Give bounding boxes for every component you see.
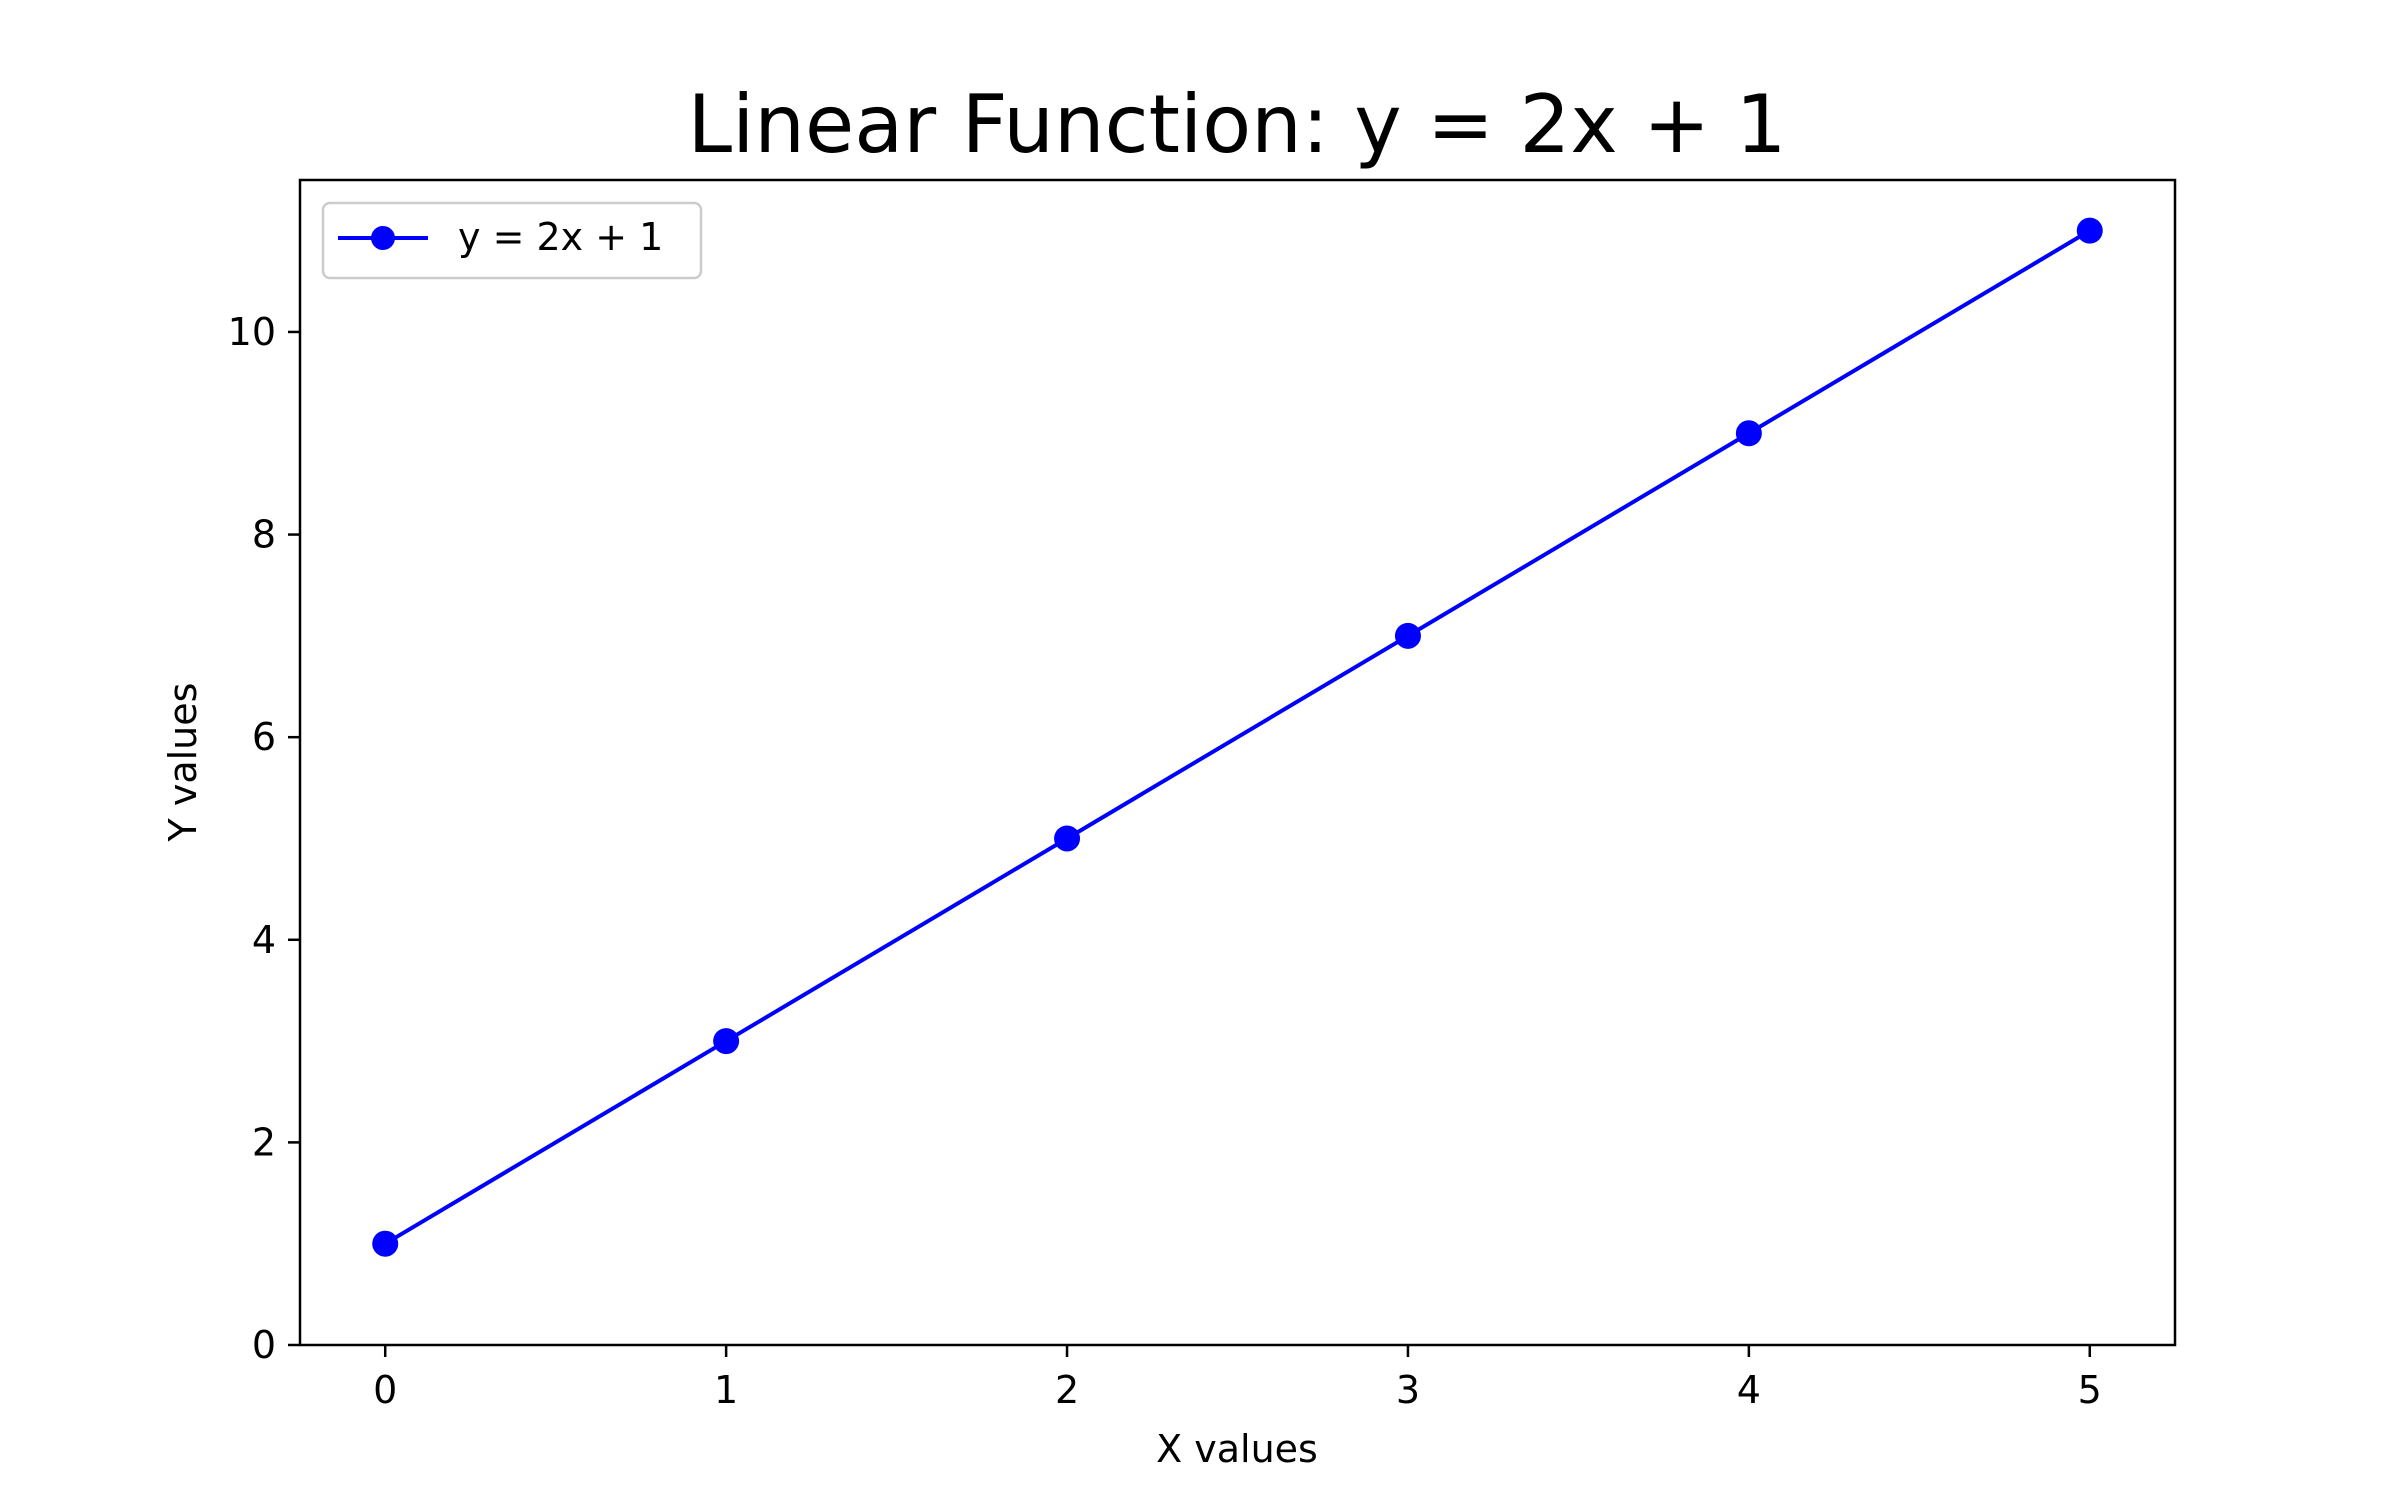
series-layer bbox=[372, 217, 2103, 1257]
legend: y = 2x + 1 bbox=[321, 201, 703, 280]
y-tick-label: 4 bbox=[252, 918, 276, 962]
data-point bbox=[1394, 622, 1421, 649]
y-tick-label: 8 bbox=[252, 513, 276, 557]
data-point bbox=[1735, 420, 1762, 447]
x-tick-label: 4 bbox=[1737, 1368, 1761, 1412]
x-tick-label: 0 bbox=[373, 1368, 397, 1412]
y-axis-label: Y values bbox=[161, 683, 205, 843]
x-tick-label: 1 bbox=[714, 1368, 738, 1412]
data-point bbox=[372, 1230, 399, 1257]
chart-title: Linear Function: y = 2x + 1 bbox=[688, 78, 1787, 171]
x-tick-label: 3 bbox=[1396, 1368, 1420, 1412]
x-axis-label: X values bbox=[1156, 1427, 1318, 1471]
data-point bbox=[1054, 825, 1081, 852]
y-axis-ticks: 0 2 4 6 8 10 bbox=[228, 310, 300, 1367]
legend-box bbox=[321, 201, 703, 280]
x-tick-label: 5 bbox=[2078, 1368, 2102, 1412]
y-tick-label: 0 bbox=[252, 1323, 276, 1367]
y-tick-label: 6 bbox=[252, 715, 276, 759]
x-tick-label: 2 bbox=[1055, 1368, 1079, 1412]
x-axis-ticks: 0 1 2 3 4 5 bbox=[373, 1345, 2102, 1412]
legend-marker-sample bbox=[371, 226, 395, 250]
y-tick-label: 2 bbox=[252, 1120, 276, 1164]
plot-area bbox=[300, 180, 2175, 1345]
series-line-0 bbox=[384, 228, 2091, 1246]
data-point bbox=[713, 1028, 740, 1055]
legend-label: y = 2x + 1 bbox=[458, 215, 663, 259]
y-tick-label: 10 bbox=[228, 310, 276, 354]
plot-frame bbox=[298, 178, 2177, 1347]
data-point bbox=[2076, 217, 2103, 244]
